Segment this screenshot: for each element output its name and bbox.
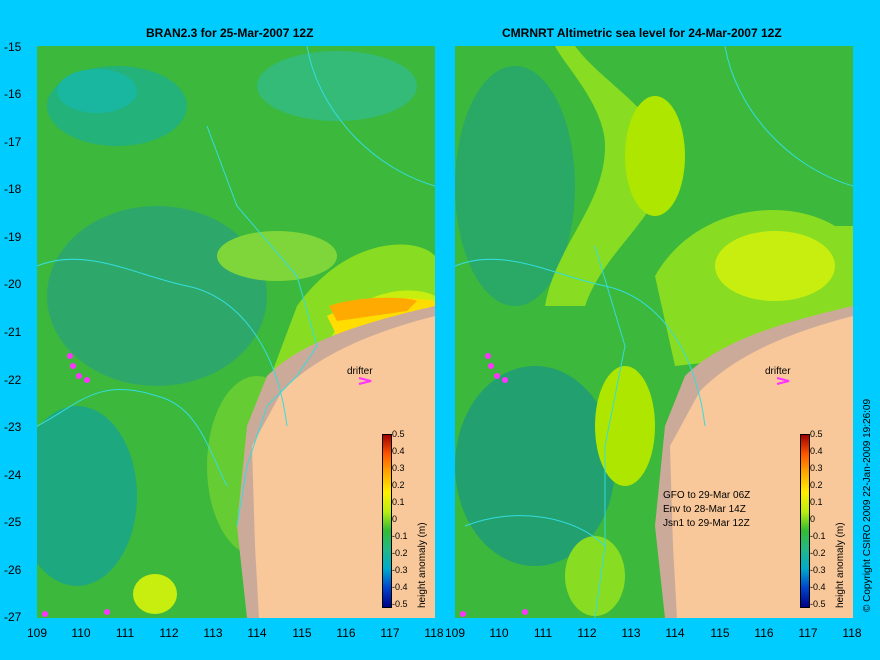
left-colorbar-title: height anomaly (m) [417, 522, 428, 608]
x-tick: 114 [665, 626, 685, 640]
right-map: drifter GFO to 29-Mar 06Z Env to 28-Mar … [455, 46, 853, 618]
cbar-tick: 0.5 [810, 429, 823, 439]
cbar-tick: 0.4 [810, 446, 823, 456]
x-tick: 118 [842, 626, 862, 640]
cbar-tick: -0.4 [392, 582, 408, 592]
right-map-graphic [455, 46, 853, 618]
cbar-tick: 0.2 [810, 480, 823, 490]
y-tick: -17 [4, 135, 22, 149]
x-tick: 117 [798, 626, 818, 640]
x-tick: 116 [754, 626, 774, 640]
satellite-note-env: Env to 28-Mar 14Z [663, 504, 746, 515]
cbar-tick: 0.3 [810, 463, 823, 473]
cbar-tick: -0.5 [392, 599, 408, 609]
x-tick: 111 [115, 626, 135, 640]
cbar-tick: -0.2 [392, 548, 408, 558]
y-tick: -25 [4, 515, 22, 529]
cbar-tick: 0 [810, 514, 816, 524]
cbar-tick: 0.3 [392, 463, 405, 473]
left-map: drifter 0.5 0.4 0.3 0.2 0.1 0 -0.1 -0.2 … [37, 46, 435, 618]
y-tick: -24 [4, 468, 22, 482]
y-tick: -27 [4, 610, 22, 624]
cbar-tick: -0.3 [810, 565, 826, 575]
right-colorbar [800, 434, 810, 608]
left-drifter-label: drifter [347, 366, 373, 377]
cbar-tick: 0.4 [392, 446, 405, 456]
x-tick: 115 [292, 626, 312, 640]
x-tick: 112 [577, 626, 597, 640]
y-tick: -23 [4, 420, 22, 434]
x-tick: 114 [247, 626, 267, 640]
x-tick: 115 [710, 626, 730, 640]
y-tick: -26 [4, 563, 22, 577]
x-tick: 110 [71, 626, 91, 640]
x-tick: 112 [159, 626, 179, 640]
cbar-tick: -0.2 [810, 548, 826, 558]
cbar-tick: -0.1 [392, 531, 408, 541]
cbar-tick: -0.1 [810, 531, 826, 541]
right-drifter-label: drifter [765, 366, 791, 377]
cbar-tick: -0.4 [810, 582, 826, 592]
cbar-tick: 0 [392, 514, 398, 524]
y-tick: -20 [4, 277, 22, 291]
x-tick: 111 [533, 626, 553, 640]
y-tick: -19 [4, 230, 22, 244]
copyright-notice: © Copyright CSIRO 2009 22-Jan-2009 19:26… [862, 398, 873, 612]
cbar-tick: 0.1 [392, 497, 405, 507]
y-tick: -18 [4, 182, 22, 196]
satellite-note-jsn1: Jsn1 to 29-Mar 12Z [663, 518, 750, 529]
cbar-tick: 0.1 [810, 497, 823, 507]
cbar-tick: 0.2 [392, 480, 405, 490]
x-tick: 117 [380, 626, 400, 640]
x-tick: 109 [444, 626, 466, 640]
x-tick: 109 [26, 626, 48, 640]
x-tick: 110 [489, 626, 509, 640]
y-tick: -16 [4, 87, 22, 101]
right-colorbar-title: height anomaly (m) [835, 522, 846, 608]
left-map-title: BRAN2.3 for 25-Mar-2007 12Z [146, 26, 314, 40]
y-tick: -21 [4, 325, 22, 339]
x-tick: 118 [424, 626, 444, 640]
right-map-title: CMRNRT Altimetric sea level for 24-Mar-2… [502, 26, 782, 40]
x-tick: 113 [621, 626, 641, 640]
cbar-tick: -0.3 [392, 565, 408, 575]
cbar-tick: 0.5 [392, 429, 405, 439]
cbar-tick: -0.5 [810, 599, 826, 609]
x-tick: 116 [336, 626, 356, 640]
satellite-note-gfo: GFO to 29-Mar 06Z [663, 490, 751, 501]
left-map-graphic [37, 46, 435, 618]
y-tick: -22 [4, 373, 22, 387]
left-colorbar [382, 434, 392, 608]
x-tick: 113 [203, 626, 223, 640]
y-tick: -15 [4, 40, 22, 54]
